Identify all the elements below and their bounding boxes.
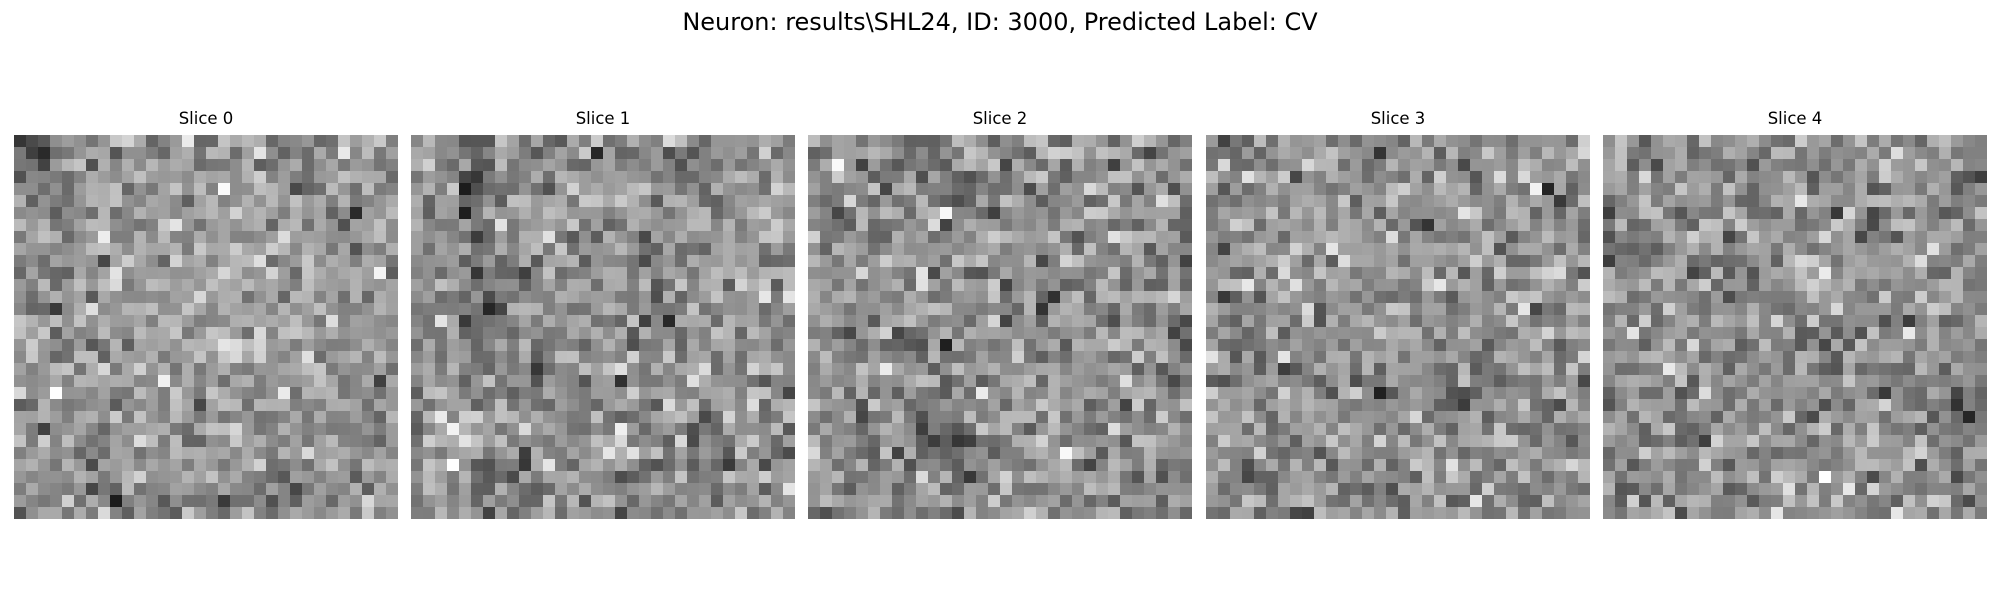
slice-title-3: Slice 3 [1370, 109, 1426, 128]
slice-panel-4: Slice 4 [1603, 108, 1987, 519]
slice-panel-3: Slice 3 [1206, 108, 1590, 519]
slice-panel-1: Slice 1 [411, 108, 795, 519]
slice-image-4 [1603, 135, 1987, 519]
slice-image-0 [14, 135, 398, 519]
slice-title-4: Slice 4 [1767, 109, 1823, 128]
slice-title-1: Slice 1 [575, 109, 631, 128]
slice-image-3 [1206, 135, 1590, 519]
figure-title: Neuron: results\SHL24, ID: 3000, Predict… [682, 8, 1318, 36]
slice-panel-2: Slice 2 [808, 108, 1192, 519]
slice-title-0: Slice 0 [178, 109, 234, 128]
slice-image-2 [808, 135, 1192, 519]
slice-title-2: Slice 2 [972, 109, 1028, 128]
slice-panel-0: Slice 0 [14, 108, 398, 519]
slice-image-1 [411, 135, 795, 519]
